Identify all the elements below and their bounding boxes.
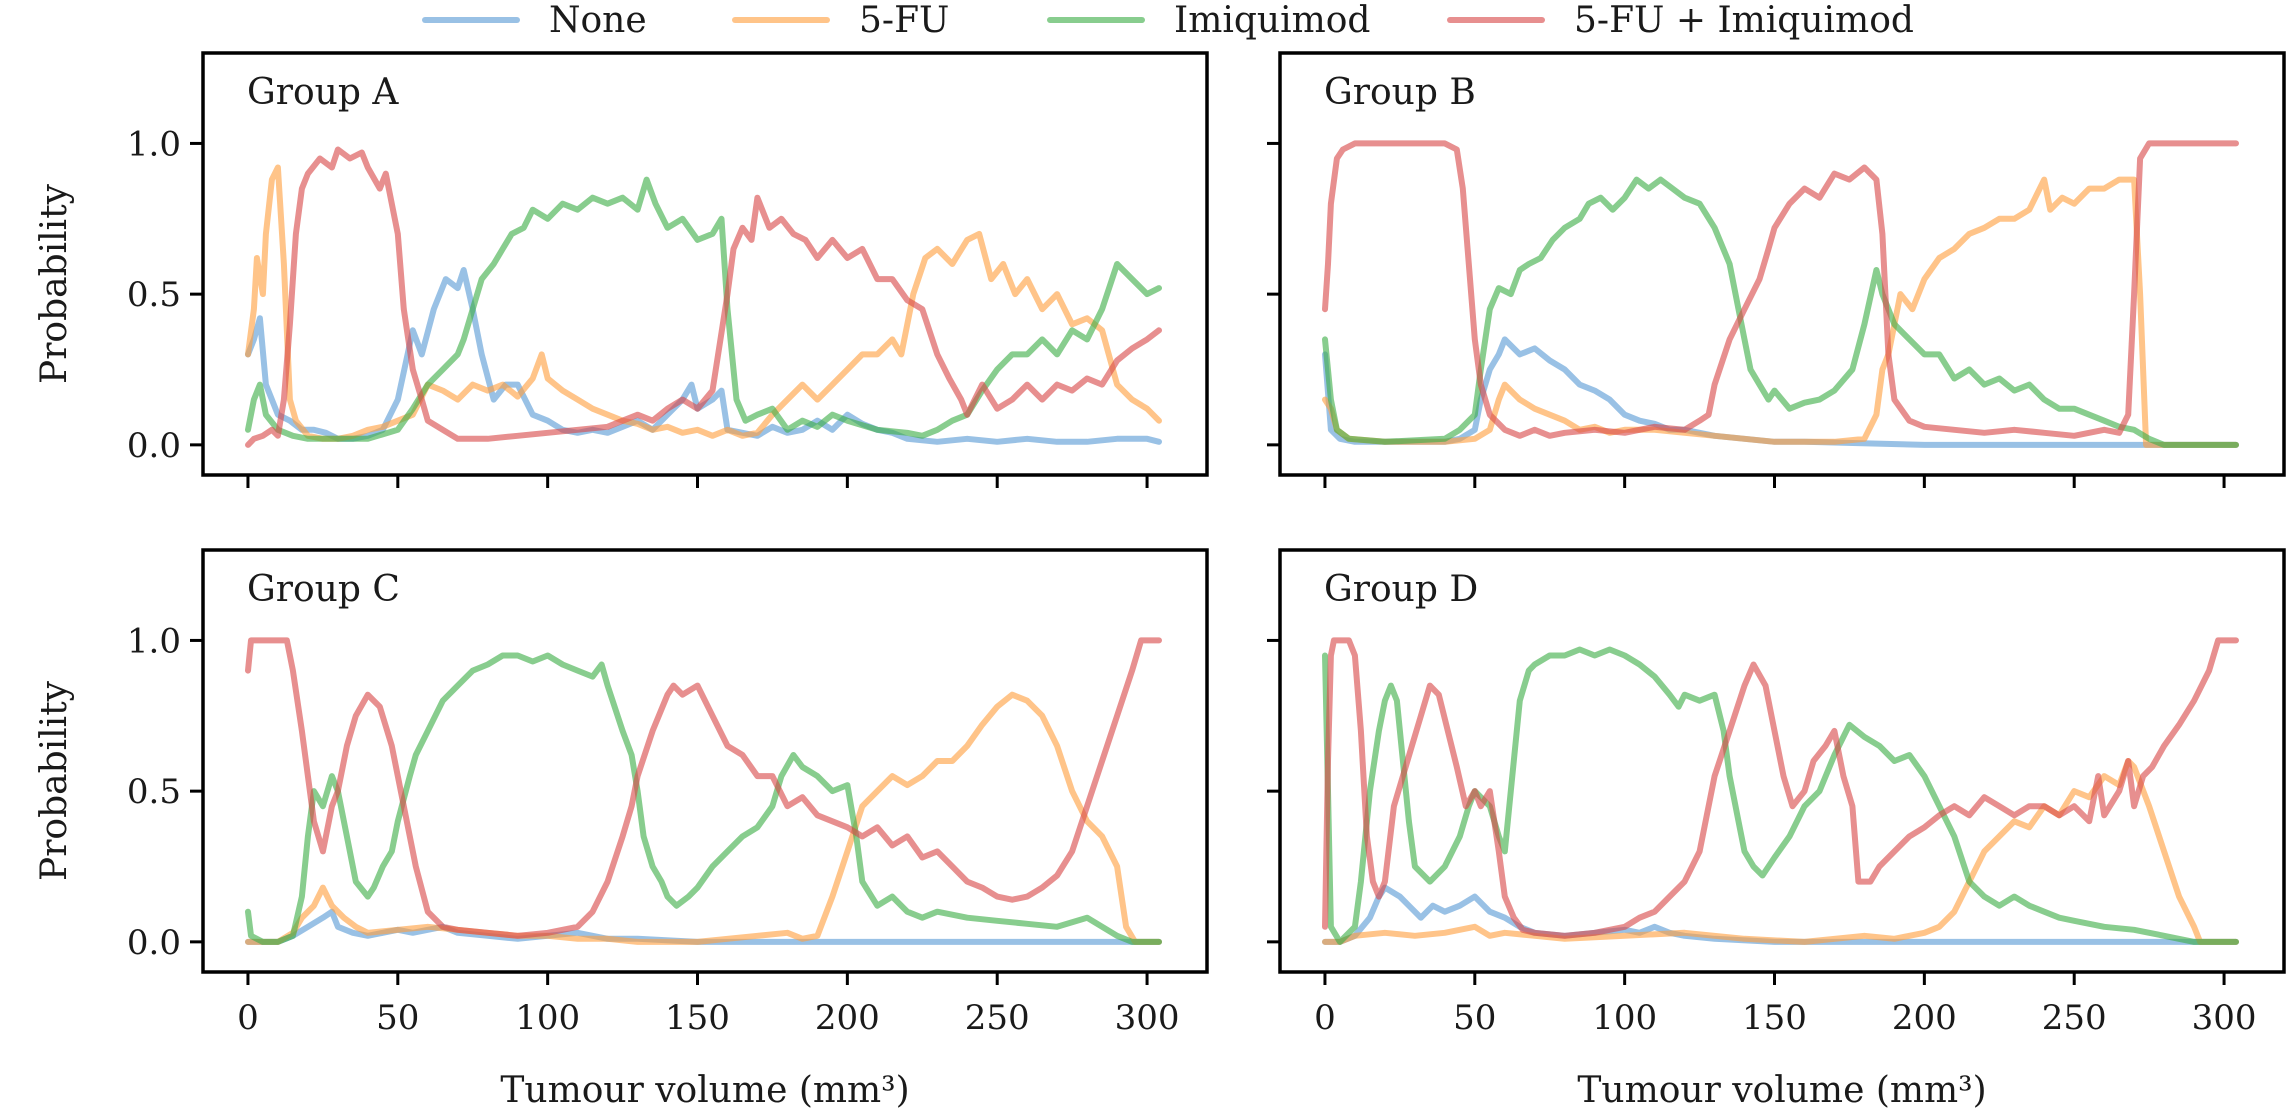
panel-frame [201,51,1209,477]
y-axis-title: Probability [34,183,75,384]
y-tick-label: 0.5 [127,772,181,812]
x-tick-label: 150 [665,998,730,1038]
x-axis-title: Tumour volume (mm³) [500,1070,909,1111]
series-line-5-fu-imiquimod [245,146,1162,448]
y-axis-title: Probability [34,680,75,881]
panel-title: Group D [1324,569,1478,610]
series-line-none [1322,884,2239,945]
panel-title: Group A [247,72,399,113]
series-group [245,146,1162,448]
panel-title: Group C [247,569,400,610]
panel: Group C 0 50 100 150 200 250 300 0.0 0.5 1.0 Probab… [34,548,1209,1111]
series-line-imiquimod [1322,646,2239,945]
panels: Group A 0.0 0.5 1.0 Probability Group B Group … [34,51,2286,1111]
legend-label: None [549,0,647,41]
series-group [1322,637,2239,945]
series-group [1322,140,2239,448]
legend-label: 5-FU + Imiquimod [1574,0,1914,41]
legend-item: Imiquimod [1047,0,1370,41]
legend: None 5-FU Imiquimod 5-FU + Imiquimod [422,0,1914,41]
series-line-imiquimod [245,652,1162,945]
panel: Group D 0 50 100 150 200 250 300 Tumour volume (… [1267,548,2286,1111]
x-tick-label: 50 [376,998,419,1038]
y-tick-label: 1.0 [127,124,181,164]
x-tick-label: 300 [1115,998,1180,1038]
x-tick-label: 0 [237,998,259,1038]
legend-item: 5-FU [732,0,949,41]
x-tick-label: 250 [965,998,1030,1038]
series-line-5-fu-imiquimod [245,637,1162,939]
series-line-5-fu [1322,758,2239,945]
panel-frame [1278,548,2286,974]
series-line-5-fu-imiquimod [1322,140,2239,439]
series-line-none [245,908,1162,945]
panel-frame [201,548,1209,974]
y-tick-label: 0.5 [127,275,181,315]
series-line-5-fu [1322,176,2239,448]
legend-label: 5-FU [859,0,949,41]
x-axis-title: Tumour volume (mm³) [1577,1070,1986,1111]
x-tick-label: 200 [1892,998,1957,1038]
panel: Group B [1267,51,2286,488]
x-tick-label: 100 [1592,998,1657,1038]
x-tick-label: 50 [1453,998,1496,1038]
x-tick-label: 300 [2192,998,2257,1038]
x-tick-label: 100 [515,998,580,1038]
series-line-imiquimod [1322,176,2239,448]
y-tick-label: 0.0 [127,426,181,466]
panel: Group A 0.0 0.5 1.0 Probability [34,51,1209,488]
y-tick-label: 1.0 [127,621,181,661]
legend-item: 5-FU + Imiquimod [1447,0,1914,41]
panel-frame [1278,51,2286,477]
x-tick-label: 150 [1742,998,1807,1038]
series-line-5-fu-imiquimod [1322,637,2239,939]
legend-label: Imiquimod [1174,0,1370,41]
series-line-5-fu [245,691,1162,945]
x-tick-label: 250 [2042,998,2107,1038]
legend-item: None [422,0,647,41]
series-group [245,637,1162,945]
panel-title: Group B [1324,72,1476,113]
x-tick-label: 0 [1314,998,1336,1038]
x-tick-label: 200 [815,998,880,1038]
y-tick-label: 0.0 [127,923,181,963]
